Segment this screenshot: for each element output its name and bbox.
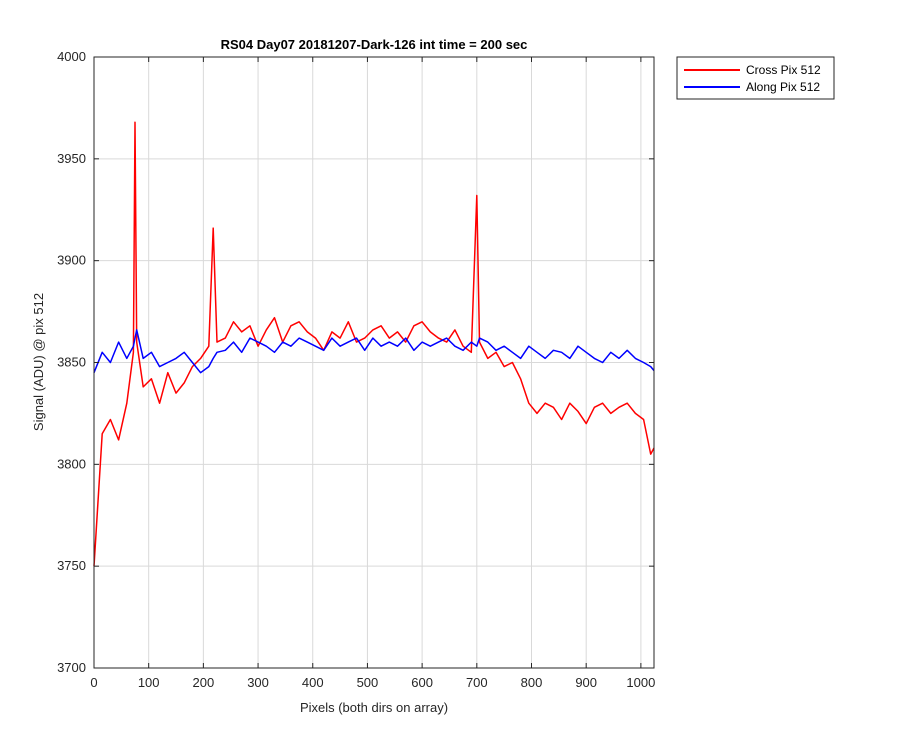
legend-entry-cross: Cross Pix 512 [746, 63, 821, 77]
series-line-along-pix-512 [93, 329, 655, 374]
series-line-cross-pix-512 [93, 121, 655, 567]
y-tick-label: 3700 [57, 660, 86, 675]
y-tick-label: 4000 [57, 49, 86, 64]
x-axis-label: Pixels (both dirs on array) [300, 700, 448, 715]
axis-ticks: 0 100 200 300 400 500 600 700 800 900 1000 3700 3750… [57, 49, 655, 690]
x-tick-label: 400 [302, 675, 324, 690]
y-axis-label: Signal (ADU) @ pix 512 [31, 293, 46, 431]
legend-box [676, 56, 835, 100]
x-tick-label: 700 [466, 675, 488, 690]
y-tick-label: 3750 [57, 558, 86, 573]
data-series [93, 121, 655, 567]
y-tick-label: 3850 [57, 355, 86, 370]
y-tick-label: 3950 [57, 151, 86, 166]
legend-entry-along: Along Pix 512 [746, 80, 820, 94]
legend: Cross Pix 512 Along Pix 512 [676, 56, 835, 100]
x-tick-label: 500 [357, 675, 379, 690]
x-tick-label: 900 [575, 675, 597, 690]
x-tick-label: 600 [411, 675, 433, 690]
x-tick-label: 200 [193, 675, 215, 690]
y-tick-label: 3900 [57, 253, 86, 268]
chart-title: RS04 Day07 20181207-Dark-126 int time = … [221, 37, 528, 52]
x-tick-label: 300 [247, 675, 269, 690]
x-tick-label: 1000 [626, 675, 655, 690]
x-tick-label: 100 [138, 675, 160, 690]
y-tick-label: 3800 [57, 456, 86, 471]
x-tick-label: 800 [521, 675, 543, 690]
x-tick-label: 0 [90, 675, 97, 690]
